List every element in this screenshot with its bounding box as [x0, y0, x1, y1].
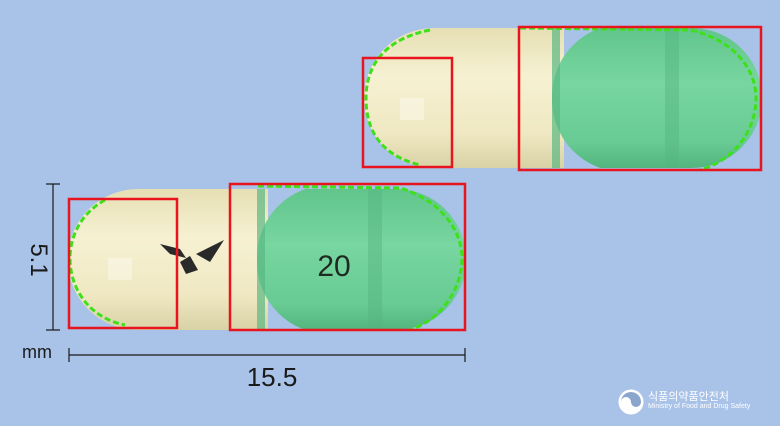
capsule-back: [364, 28, 762, 168]
detection-box: [67, 197, 179, 330]
imprint-logo-icon: [160, 240, 224, 274]
logo-text-en: Ministry of Food and Drug Safety: [648, 403, 751, 410]
detection-box: [517, 25, 763, 172]
height-value: 5.1: [25, 243, 52, 277]
logo-text-kr: 식품의약품안전처: [648, 390, 729, 403]
edge-outline: [68, 26, 758, 332]
capsule-front: [68, 189, 466, 330]
dimension-lines: [46, 183, 466, 362]
capsule-imprint-text: 20: [317, 250, 350, 283]
mfds-emblem-icon: [618, 389, 644, 415]
detection-boxes: [67, 25, 763, 332]
unit-label: mm: [22, 342, 52, 362]
detection-box: [228, 182, 467, 332]
detection-box: [361, 56, 454, 169]
width-value: 15.5: [246, 362, 298, 392]
mfds-logo: 식품의약품안전처 Ministry of Food and Drug Safet…: [616, 386, 776, 420]
